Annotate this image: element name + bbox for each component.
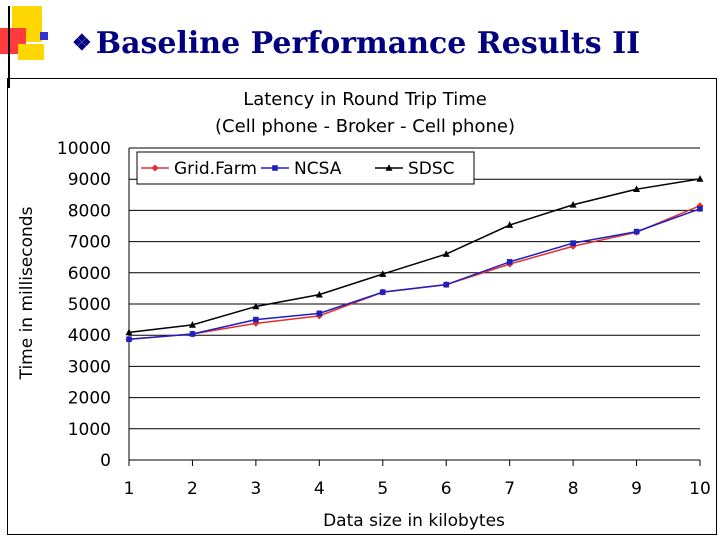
x-tick-label: 4 [314, 479, 325, 499]
data-point-ncsa [697, 206, 703, 212]
slide-decoration [0, 6, 48, 88]
series-line-sdsc [128, 178, 701, 334]
x-tick-label: 6 [441, 479, 452, 499]
x-tick-label: 2 [187, 479, 198, 499]
series-lines [125, 175, 704, 343]
data-point-ncsa [316, 310, 323, 317]
legend-label-ncsa: NCSA [294, 159, 342, 179]
latency-chart: Latency in Round Trip Time (Cell phone -… [17, 89, 711, 531]
y-tick-label: 0 [100, 451, 111, 471]
x-tick-label: 1 [124, 479, 135, 499]
data-point-sdsc [315, 290, 323, 298]
y-tick-label: 6000 [68, 264, 111, 284]
chart-frame: Latency in Round Trip Time (Cell phone -… [7, 78, 717, 535]
y-tick-label: 7000 [68, 233, 111, 253]
chart-subtitle: (Cell phone - Broker - Cell phone) [215, 116, 515, 137]
y-tick-label: 2000 [68, 389, 111, 409]
slide-title-text: Baseline Performance Results II [95, 26, 641, 61]
data-point-sdsc [506, 221, 514, 228]
x-tick-label: 9 [631, 479, 642, 499]
y-tick-label: 10000 [57, 139, 111, 159]
data-point-ncsa [443, 281, 450, 288]
data-point-sdsc [569, 200, 577, 208]
x-tick-label: 7 [504, 479, 515, 499]
x-tick-label: 5 [377, 479, 388, 499]
legend-label-sdsc: SDSC [408, 159, 455, 179]
deco-yellow-band [18, 44, 44, 60]
axes [128, 148, 701, 466]
bullet-icon: ❖ [72, 30, 92, 56]
grid-lines [129, 147, 700, 430]
data-point-ncsa [189, 331, 196, 337]
deco-blue-square [40, 32, 48, 40]
y-axis-label: Time in milliseconds [17, 206, 37, 380]
legend-marker-ncsa [272, 165, 278, 171]
x-tick-label: 3 [250, 479, 261, 499]
x-axis-label: Data size in kilobytes [323, 511, 505, 531]
data-point-sdsc [633, 185, 641, 192]
data-point-sdsc [188, 321, 196, 328]
tick-labels: 0 1000 2000 3000 4000 5000 6000 7000 8000 9000 100… [57, 139, 711, 499]
data-point-ncsa [126, 336, 132, 343]
data-point-sdsc [252, 302, 260, 310]
data-point-sdsc [125, 328, 133, 336]
data-point-sdsc [696, 175, 704, 182]
data-point-ncsa [570, 240, 576, 246]
y-tick-label: 5000 [68, 295, 111, 315]
data-point-sdsc [442, 250, 450, 257]
y-tick-label: 4000 [68, 326, 111, 346]
series-line-ncsa [128, 208, 701, 341]
y-tick-label: 9000 [68, 170, 111, 190]
slide-title: ❖ Baseline Performance Results II [72, 26, 640, 61]
data-point-ncsa [633, 228, 640, 235]
data-point-ncsa [506, 259, 513, 265]
data-point-sdsc [379, 270, 387, 277]
y-tick-label: 3000 [68, 357, 111, 377]
legend-marker-sdsc [385, 164, 393, 171]
chart-title: Latency in Round Trip Time [243, 89, 487, 110]
y-tick-label: 8000 [68, 201, 111, 221]
legend-marker-grid-farm [151, 164, 159, 172]
data-point-ncsa [253, 316, 259, 323]
x-tick-label: 8 [568, 479, 579, 499]
y-tick-label: 1000 [68, 420, 111, 440]
data-point-ncsa [379, 289, 386, 295]
legend-label-grid-farm: Grid.Farm [174, 159, 257, 179]
legend-box [136, 151, 475, 185]
x-tick-label: 10 [689, 479, 711, 499]
legend: Grid.Farm NCSA SDSC [136, 151, 475, 185]
